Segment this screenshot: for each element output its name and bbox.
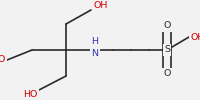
Text: O: O (163, 70, 171, 78)
Text: HO: HO (0, 56, 5, 64)
Text: OH: OH (191, 32, 200, 42)
Text: O: O (163, 22, 171, 30)
Text: S: S (164, 46, 170, 54)
Text: HO: HO (23, 90, 37, 99)
Text: N: N (92, 50, 98, 58)
Text: H: H (92, 36, 98, 46)
Text: OH: OH (93, 1, 107, 10)
